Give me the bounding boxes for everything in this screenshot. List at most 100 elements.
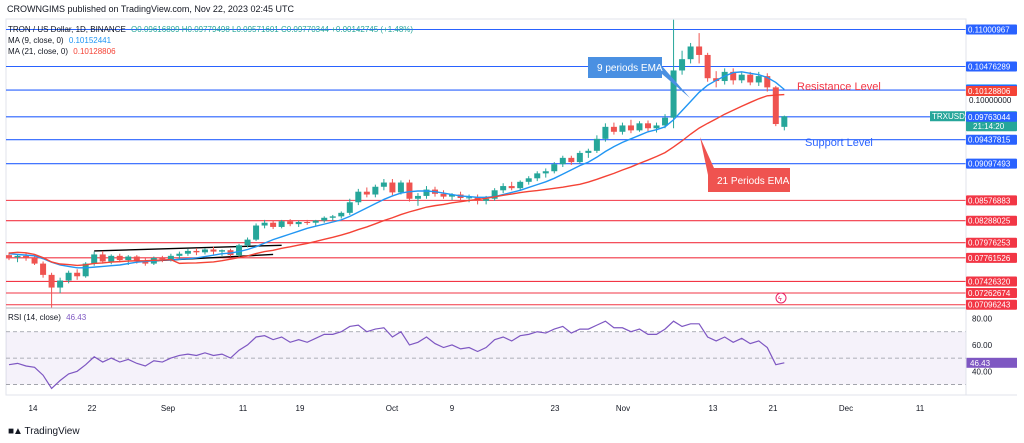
candle[interactable]	[662, 114, 669, 129]
ema21-callout[interactable]: 21 Periods EMA	[700, 137, 790, 192]
level-badge-7[interactable]: 0.09437815	[966, 134, 1017, 145]
candle[interactable]	[730, 68, 737, 85]
level-badge-15[interactable]: 0.07096243	[966, 299, 1017, 310]
candle[interactable]	[704, 52, 711, 82]
candle[interactable]	[738, 72, 745, 84]
candle[interactable]	[500, 183, 507, 194]
candle[interactable]	[696, 33, 703, 64]
lightning-icon[interactable]	[775, 292, 787, 304]
ma9-legend[interactable]: MA (9, close, 0) 0.10152441	[8, 36, 111, 45]
candle[interactable]	[295, 220, 302, 227]
level-badge-6[interactable]: 0.09763044	[966, 111, 1017, 122]
candle[interactable]	[321, 216, 328, 223]
candle[interactable]	[619, 122, 626, 135]
candle[interactable]	[534, 171, 541, 182]
rsi-legend[interactable]: RSI (14, close) 46.43	[8, 313, 86, 322]
candle[interactable]	[585, 148, 592, 158]
candle[interactable]	[679, 50, 686, 75]
level-badge-11[interactable]: 0.07976253	[966, 237, 1017, 248]
level-badge-8[interactable]: 0.09097493	[966, 158, 1017, 169]
candle[interactable]	[380, 179, 387, 191]
candle[interactable]	[57, 277, 64, 294]
candle[interactable]	[236, 243, 243, 258]
trendline-0[interactable]	[94, 244, 282, 252]
candle[interactable]	[210, 246, 217, 255]
candle[interactable]	[593, 135, 600, 153]
level-badge-0[interactable]: 0.11000967	[966, 24, 1017, 35]
candle[interactable]	[312, 219, 319, 226]
candle[interactable]	[440, 190, 447, 199]
candle[interactable]	[346, 198, 353, 215]
candle[interactable]	[193, 248, 200, 256]
level-badge-4[interactable]: 0.10128806	[966, 85, 1017, 96]
level-badge-14[interactable]: 0.07262674	[966, 288, 1017, 299]
candle[interactable]	[253, 223, 260, 242]
tradingview-logo[interactable]: ■▲ TradingView	[8, 426, 80, 437]
candle[interactable]	[423, 186, 430, 199]
candle[interactable]	[287, 219, 294, 227]
candle[interactable]	[14, 254, 21, 263]
candle[interactable]	[176, 251, 183, 259]
candle[interactable]	[304, 219, 311, 225]
level-badge-12[interactable]: 0.07761526	[966, 252, 1017, 263]
ma9-line[interactable]	[8, 71, 785, 269]
candle[interactable]	[610, 122, 617, 135]
candle[interactable]	[65, 270, 72, 284]
candle[interactable]	[329, 214, 336, 221]
candle[interactable]	[48, 272, 55, 308]
symbol-tag-bg[interactable]	[930, 111, 965, 122]
candle[interactable]	[116, 253, 123, 263]
rsi-line[interactable]	[8, 320, 785, 390]
candle[interactable]	[627, 119, 634, 134]
candle[interactable]	[406, 179, 413, 202]
candle[interactable]	[31, 255, 38, 266]
candle[interactable]	[414, 193, 421, 206]
time-axis[interactable]: 14 22 Sep 11 19 Oct 9 23 Nov 13 21 Dec 11	[6, 394, 1017, 413]
candle[interactable]	[772, 85, 779, 127]
candle[interactable]	[363, 187, 370, 198]
candle[interactable]	[636, 121, 643, 132]
candle[interactable]	[508, 181, 515, 191]
candle[interactable]	[602, 123, 609, 142]
ma21-line[interactable]	[8, 93, 785, 267]
candle[interactable]	[278, 219, 285, 229]
candle[interactable]	[576, 150, 583, 164]
candle[interactable]	[338, 211, 345, 219]
candle[interactable]	[568, 155, 575, 165]
candle[interactable]	[389, 179, 396, 196]
candle[interactable]	[219, 249, 225, 256]
candle[interactable]	[244, 237, 251, 248]
candle[interactable]	[6, 252, 12, 261]
candle[interactable]	[670, 19, 677, 129]
candle[interactable]	[74, 269, 81, 280]
candle[interactable]	[645, 120, 651, 132]
ema9-callout[interactable]: 9 periods EMA	[588, 57, 690, 98]
candle[interactable]	[40, 261, 47, 278]
price-axis[interactable]: 0.100000000.097500000.07250000USD0.11000…	[930, 19, 1017, 395]
level-badge-13[interactable]: 0.07426320	[966, 276, 1017, 287]
candle[interactable]	[687, 42, 694, 64]
rsi-value-badge[interactable]	[966, 357, 1017, 368]
candle[interactable]	[551, 162, 558, 174]
candle[interactable]	[525, 176, 532, 185]
level-badge-9[interactable]: 0.08576883	[966, 195, 1017, 206]
symbol-legend[interactable]: TRON / US Dollar, 1D, BINANCE O0.0961680…	[8, 25, 413, 34]
candle[interactable]	[201, 248, 208, 255]
candle[interactable]	[559, 155, 566, 168]
candle[interactable]	[747, 71, 754, 86]
ma21-legend[interactable]: MA (21, close, 0) 0.10128806	[8, 47, 116, 56]
candle[interactable]	[491, 188, 498, 201]
candle[interactable]	[372, 184, 379, 198]
candle[interactable]	[542, 168, 549, 178]
level-badge-10[interactable]: 0.08288025	[966, 215, 1017, 226]
candle[interactable]	[397, 180, 404, 195]
candle[interactable]	[517, 180, 524, 191]
candle[interactable]	[653, 122, 660, 133]
level-badge-1[interactable]: 0.10476289	[966, 61, 1017, 72]
price-pane[interactable]	[5, 18, 967, 396]
candle[interactable]	[184, 248, 191, 256]
candle[interactable]	[23, 253, 30, 261]
candle[interactable]	[99, 250, 106, 264]
candle[interactable]	[355, 188, 362, 206]
